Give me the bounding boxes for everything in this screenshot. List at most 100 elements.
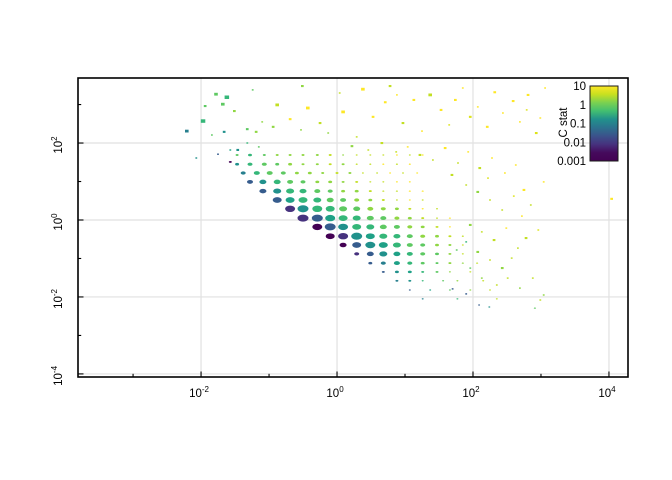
outlier-dot — [491, 157, 493, 159]
outlier-dot — [505, 227, 508, 229]
bin-dot — [315, 180, 320, 184]
bin-dot — [394, 216, 400, 220]
outlier-dot — [396, 94, 398, 96]
outlier-dot — [383, 101, 387, 104]
outlier-dot — [521, 215, 523, 217]
outlier-dot — [455, 249, 458, 251]
bin-dot — [393, 224, 400, 229]
bin-dot — [420, 225, 425, 229]
bin-dot — [421, 280, 424, 282]
bin-dot — [378, 242, 388, 248]
bin-dot — [406, 234, 413, 239]
bin-dot — [376, 172, 379, 174]
outlier-dot — [341, 110, 345, 114]
outlier-dot — [195, 157, 198, 159]
bin-dot — [379, 251, 388, 257]
bin-dot — [275, 162, 280, 166]
bin-dot — [421, 217, 425, 220]
bin-dot — [285, 205, 296, 212]
bin-dot — [476, 262, 479, 264]
outlier-dot — [301, 85, 304, 88]
bin-dot — [533, 307, 536, 309]
bin-dot — [366, 215, 374, 221]
bin-dot — [312, 205, 323, 212]
bin-dot — [280, 171, 286, 175]
bin-dot — [394, 207, 399, 211]
bin-dot — [435, 234, 439, 238]
bin-dot — [395, 163, 398, 165]
bin-dot — [247, 179, 253, 184]
bin-dot — [273, 179, 281, 185]
bin-dot — [421, 154, 424, 156]
outlier-dot — [476, 106, 479, 108]
bin-dot — [307, 171, 312, 175]
bin-dot — [354, 198, 360, 202]
bin-dot — [368, 261, 373, 265]
y-tick-label: 10-4 — [50, 365, 65, 385]
bin-dot — [355, 154, 358, 156]
outlier-dot — [485, 125, 489, 128]
bin-dot — [435, 262, 439, 265]
bin-dot — [436, 208, 438, 210]
outlier-dot — [504, 172, 506, 174]
y-tick-label: 100 — [50, 213, 65, 231]
outlier-dot — [388, 85, 392, 88]
outlier-dot — [450, 173, 454, 176]
bin-dot — [285, 197, 295, 203]
outlier-dot — [421, 130, 423, 132]
outlier-dot — [222, 130, 226, 133]
outlier-dot — [217, 153, 219, 155]
bin-dot — [288, 162, 293, 166]
bin-dot — [408, 190, 411, 192]
bin-dot — [448, 262, 452, 265]
bin-dot — [301, 154, 305, 156]
bin-dot — [461, 235, 464, 237]
colorbar-title: C stat — [558, 107, 570, 138]
outlier-dot — [526, 93, 530, 96]
bin-dot — [381, 199, 385, 201]
outlier-dot — [254, 130, 258, 133]
axis-ticks — [78, 104, 610, 377]
bin-dot — [338, 223, 349, 231]
bin-dot — [429, 289, 432, 291]
bin-dot — [435, 270, 439, 273]
bin-dot — [259, 188, 267, 194]
bin-dot — [354, 189, 359, 193]
bin-dot — [275, 154, 279, 156]
x-tick-label: 102 — [462, 385, 480, 400]
bin-dot — [335, 172, 339, 174]
colorbar-legend: 10 1 0.1 0.01 0.001 C stat — [557, 81, 619, 168]
outlier-dot — [211, 134, 213, 136]
outlier-dot — [468, 115, 472, 118]
bin-dot — [408, 289, 411, 291]
outlier-dot — [185, 129, 189, 133]
bin-dot — [298, 197, 308, 203]
outlier-dot — [539, 299, 542, 301]
bin-dot — [382, 181, 385, 183]
bin-dot — [313, 197, 322, 203]
outlier-dot — [261, 121, 264, 123]
bin-dot — [351, 232, 363, 240]
bin-dot — [228, 160, 232, 163]
outlier-dot — [500, 267, 504, 270]
outlier-dot — [257, 146, 260, 148]
bin-dot — [341, 189, 346, 193]
bin-dot — [338, 233, 349, 240]
bin-dot — [369, 181, 372, 183]
bin-dot — [342, 154, 345, 156]
bin-dot — [379, 233, 388, 239]
bin-dot — [297, 205, 309, 213]
bin-dot — [328, 163, 332, 166]
bin-dot — [327, 189, 333, 193]
outlier-dot — [246, 142, 249, 144]
bin-dot — [325, 233, 335, 240]
bin-dot — [392, 242, 401, 248]
bin-dot — [288, 154, 292, 156]
outlier-dot — [448, 124, 451, 126]
bin-dot — [300, 180, 306, 184]
bin-dot — [369, 163, 372, 165]
bin-dot — [407, 216, 412, 220]
bin-dot — [299, 188, 307, 194]
bin-dot — [395, 199, 398, 201]
